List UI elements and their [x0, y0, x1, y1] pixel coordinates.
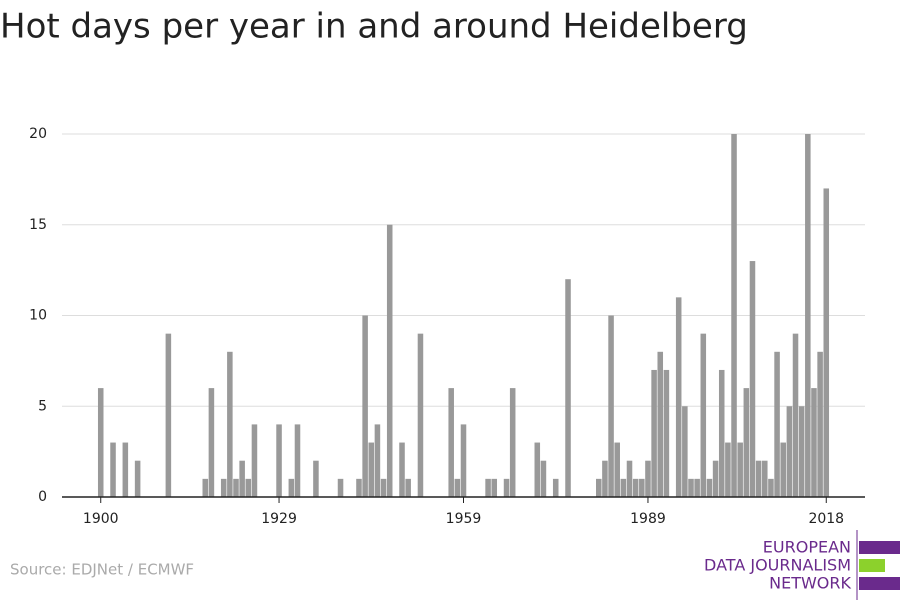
bar: [657, 351, 664, 497]
bar: [755, 460, 762, 497]
bar: [356, 478, 362, 497]
bar: [786, 406, 793, 497]
bar: [762, 460, 768, 497]
bar: [337, 478, 344, 497]
bar: [718, 369, 725, 497]
bar: [534, 442, 541, 497]
x-tick-label: 1989: [630, 511, 666, 527]
bar: [694, 478, 700, 497]
bar: [134, 460, 141, 497]
bar: [651, 369, 657, 497]
logo-bar: [859, 559, 885, 572]
bar: [288, 478, 295, 497]
bar: [811, 388, 817, 497]
bar: [503, 478, 510, 497]
bar: [608, 315, 614, 497]
x-tick-label: 1900: [83, 511, 119, 527]
bar: [688, 478, 694, 497]
bar: [768, 478, 774, 497]
bar: [602, 460, 608, 497]
x-tick-label: 1929: [261, 511, 297, 527]
bar: [491, 478, 498, 497]
bar: [368, 442, 375, 497]
bar: [639, 478, 645, 497]
bar: [712, 460, 719, 497]
y-tick-label: 20: [29, 126, 47, 142]
bar: [675, 297, 682, 497]
x-tick-label: 2018: [808, 511, 844, 527]
logo-text: DATA JOURNALISM: [704, 556, 851, 575]
bar: [245, 478, 252, 497]
bar: [663, 369, 670, 497]
bar: [460, 424, 467, 497]
logo-bar: [859, 541, 900, 554]
bar: [251, 424, 258, 497]
bar: [700, 333, 707, 497]
bar: [313, 460, 319, 497]
bar: [780, 442, 786, 497]
bar: [362, 315, 368, 497]
chart-title: Hot days per year in and around Heidelbe…: [0, 7, 748, 47]
bar: [399, 442, 405, 497]
bar: [380, 478, 387, 497]
bar: [509, 388, 516, 497]
bar: [805, 134, 811, 497]
bar: [596, 478, 602, 497]
y-tick-label: 10: [29, 308, 47, 324]
bar: [817, 351, 823, 497]
bar: [485, 478, 491, 497]
bar: [565, 279, 571, 497]
bar: [202, 478, 209, 497]
bar: [632, 478, 639, 497]
bar: [227, 351, 233, 497]
bar: [239, 460, 245, 497]
bar: [798, 406, 805, 497]
bar: [122, 442, 129, 497]
bar: [110, 442, 116, 497]
bar: [552, 478, 559, 497]
y-tick-label: 15: [29, 217, 47, 233]
y-tick-label: 0: [38, 489, 47, 505]
bar: [645, 460, 651, 497]
logo-bar: [859, 577, 900, 590]
bar: [276, 424, 282, 497]
bar: [165, 333, 172, 497]
bar: [540, 460, 547, 497]
bar: [374, 424, 381, 497]
bar: [386, 224, 393, 497]
bar: [208, 388, 215, 497]
bar: [233, 478, 239, 497]
source: Source: EDJNet / ECMWF: [10, 561, 194, 579]
bar: [448, 388, 454, 497]
y-tick-label: 5: [38, 398, 47, 414]
bar: [725, 442, 731, 497]
logo-text: EUROPEAN: [763, 538, 851, 557]
bar: [743, 388, 750, 497]
bar: [823, 188, 830, 497]
bar: [774, 351, 780, 497]
bar: [626, 460, 633, 497]
bar: [749, 261, 756, 497]
logo-text: NETWORK: [769, 574, 851, 593]
bar: [454, 478, 461, 497]
bar: [731, 134, 737, 497]
bar: [417, 333, 424, 497]
bar: [405, 478, 411, 497]
bar: [737, 442, 743, 497]
bar: [614, 442, 620, 497]
bar: [620, 478, 627, 497]
bar: [294, 424, 301, 497]
x-tick-label: 1959: [446, 511, 482, 527]
bar: [792, 333, 799, 497]
bar: [682, 406, 688, 497]
bar: [97, 388, 104, 497]
bar: [220, 478, 227, 497]
bar: [706, 478, 713, 497]
